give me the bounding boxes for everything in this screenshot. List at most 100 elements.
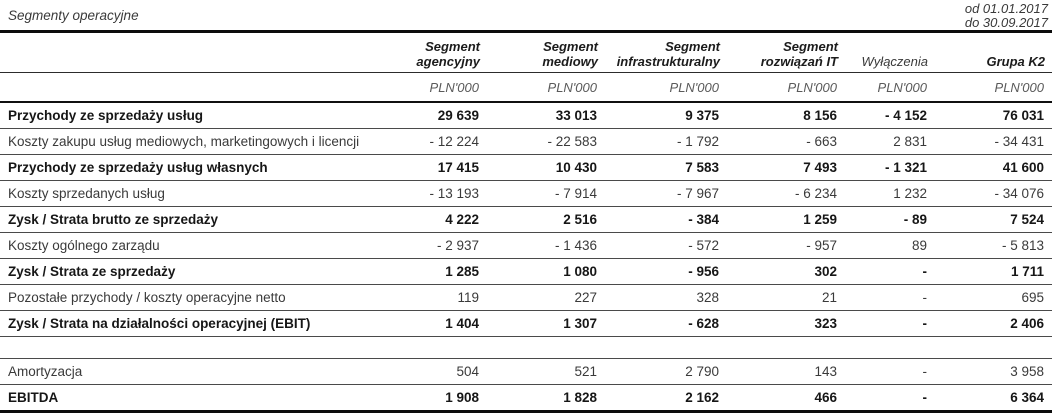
cell-segment-infrastrukturalny: - 1 792 — [605, 128, 727, 155]
cell-segment-rozwiazan-it: - 957 — [727, 232, 845, 259]
cell-grupa-k2: 2 406 — [935, 310, 1052, 337]
segments-header-row: Segment agencyjny Segment mediowy Segmen… — [0, 31, 1052, 73]
unit-cell: PLN'000 — [605, 72, 727, 103]
table-row: Zysk / Strata ze sprzedaży 1 285 1 080 -… — [0, 258, 1052, 285]
table-row: Koszty sprzedanych usług - 13 193 - 7 91… — [0, 180, 1052, 207]
unit-cell: PLN'000 — [845, 72, 935, 103]
table-row: Amortyzacja 504 521 2 790 143 - 3 958 — [0, 358, 1052, 385]
unit-cell: PLN'000 — [727, 72, 845, 103]
cell-segment-mediowy: 1 080 — [487, 258, 605, 285]
unit-cell: PLN'000 — [935, 72, 1052, 103]
cell-wylaczenia: - — [845, 384, 935, 413]
table-row: Przychody ze sprzedaży usług 29 639 33 0… — [0, 102, 1052, 129]
period-to: do 30.09.2017 — [964, 15, 1048, 30]
cell-segment-rozwiazan-it — [727, 336, 845, 359]
cell-segment-rozwiazan-it: 1 259 — [727, 206, 845, 233]
row-label: Koszty zakupu usług mediowych, marketing… — [0, 128, 400, 155]
row-label: Koszty ogólnego zarządu — [0, 232, 400, 259]
cell-segment-agencyjny: 119 — [400, 284, 487, 311]
cell-segment-agencyjny: 1 908 — [400, 384, 487, 413]
cell-segment-mediowy: 1 828 — [487, 384, 605, 413]
row-label: Zysk / Strata brutto ze sprzedaży — [0, 206, 400, 233]
cell-wylaczenia: - — [845, 284, 935, 311]
cell-segment-mediowy: 521 — [487, 358, 605, 385]
cell-wylaczenia: - — [845, 310, 935, 337]
cell-grupa-k2: 3 958 — [935, 358, 1052, 385]
cell-grupa-k2: - 34 431 — [935, 128, 1052, 155]
cell-wylaczenia: 89 — [845, 232, 935, 259]
spacer-row — [0, 336, 1052, 359]
cell-segment-agencyjny: 29 639 — [400, 102, 487, 129]
cell-grupa-k2: 76 031 — [935, 102, 1052, 129]
row-label: EBITDA — [0, 384, 400, 413]
reporting-period: od 01.01.2017 do 30.09.2017 — [965, 0, 1056, 30]
cell-segment-agencyjny: 17 415 — [400, 154, 487, 181]
cell-grupa-k2: - 34 076 — [935, 180, 1052, 207]
table-row: Zysk / Strata na działalności operacyjne… — [0, 310, 1052, 337]
cell-segment-infrastrukturalny: 328 — [605, 284, 727, 311]
cell-segment-infrastrukturalny: - 956 — [605, 258, 727, 285]
cell-segment-rozwiazan-it: 143 — [727, 358, 845, 385]
cell-segment-rozwiazan-it: 302 — [727, 258, 845, 285]
segments-table: Segment agencyjny Segment mediowy Segmen… — [0, 30, 1052, 413]
table-row: Przychody ze sprzedaży usług własnych 17… — [0, 154, 1052, 181]
row-label: Koszty sprzedanych usług — [0, 180, 400, 207]
cell-segment-infrastrukturalny: - 572 — [605, 232, 727, 259]
cell-segment-agencyjny: - 13 193 — [400, 180, 487, 207]
cell-segment-mediowy: 2 516 — [487, 206, 605, 233]
cell-segment-rozwiazan-it: - 6 234 — [727, 180, 845, 207]
cell-segment-mediowy — [487, 336, 605, 359]
cell-segment-infrastrukturalny: - 628 — [605, 310, 727, 337]
table-row: Koszty zakupu usług mediowych, marketing… — [0, 128, 1052, 155]
cell-segment-agencyjny: - 2 937 — [400, 232, 487, 259]
period-from: od 01.01.2017 — [964, 1, 1048, 16]
table-row: Zysk / Strata brutto ze sprzedaży 4 222 … — [0, 206, 1052, 233]
cell-segment-agencyjny — [400, 336, 487, 359]
cell-segment-mediowy: - 1 436 — [487, 232, 605, 259]
cell-grupa-k2: - 5 813 — [935, 232, 1052, 259]
table-row: Pozostałe przychody / koszty operacyjne … — [0, 284, 1052, 311]
cell-segment-infrastrukturalny: 7 583 — [605, 154, 727, 181]
cell-grupa-k2 — [935, 336, 1052, 359]
cell-segment-infrastrukturalny: - 7 967 — [605, 180, 727, 207]
row-label: Zysk / Strata ze sprzedaży — [0, 258, 400, 285]
cell-segment-agencyjny: 504 — [400, 358, 487, 385]
cell-segment-rozwiazan-it: 21 — [727, 284, 845, 311]
cell-wylaczenia: - 89 — [845, 206, 935, 233]
unit-row: PLN'000 PLN'000 PLN'000 PLN'000 PLN'000 … — [0, 72, 1052, 103]
row-label: Przychody ze sprzedaży usług własnych — [0, 154, 400, 181]
row-label: Amortyzacja — [0, 358, 400, 385]
table-row: Koszty ogólnego zarządu - 2 937 - 1 436 … — [0, 232, 1052, 259]
cell-segment-mediowy: - 7 914 — [487, 180, 605, 207]
cell-wylaczenia: - — [845, 358, 935, 385]
cell-segment-infrastrukturalny — [605, 336, 727, 359]
column-header-segment-mediowy: Segment mediowy — [487, 31, 605, 73]
cell-wylaczenia: - — [845, 258, 935, 285]
row-label: Przychody ze sprzedaży usług — [0, 102, 400, 129]
cell-grupa-k2: 41 600 — [935, 154, 1052, 181]
cell-wylaczenia: 1 232 — [845, 180, 935, 207]
cell-segment-infrastrukturalny: - 384 — [605, 206, 727, 233]
table-row: EBITDA 1 908 1 828 2 162 466 - 6 364 — [0, 384, 1052, 413]
cell-wylaczenia: - 1 321 — [845, 154, 935, 181]
column-header-wylaczenia: Wyłączenia — [845, 31, 935, 73]
cell-segment-rozwiazan-it: 323 — [727, 310, 845, 337]
cell-segment-infrastrukturalny: 2 162 — [605, 384, 727, 413]
cell-segment-mediowy: 10 430 — [487, 154, 605, 181]
column-header-segment-rozwiazan-it: Segment rozwiązań IT — [727, 31, 845, 73]
cell-segment-mediowy: 33 013 — [487, 102, 605, 129]
column-header-segment-infrastrukturalny: Segment infrastrukturalny — [605, 31, 727, 73]
cell-grupa-k2: 7 524 — [935, 206, 1052, 233]
table-body: Przychody ze sprzedaży usług 29 639 33 0… — [0, 102, 1052, 413]
column-header-segment-agencyjny: Segment agencyjny — [400, 31, 487, 73]
cell-grupa-k2: 1 711 — [935, 258, 1052, 285]
cell-segment-rozwiazan-it: 7 493 — [727, 154, 845, 181]
cell-segment-agencyjny: 1 404 — [400, 310, 487, 337]
cell-segment-infrastrukturalny: 2 790 — [605, 358, 727, 385]
unit-cell: PLN'000 — [400, 72, 487, 103]
cell-segment-infrastrukturalny: 9 375 — [605, 102, 727, 129]
cell-segment-mediowy: - 22 583 — [487, 128, 605, 155]
cell-segment-agencyjny: - 12 224 — [400, 128, 487, 155]
cell-grupa-k2: 6 364 — [935, 384, 1052, 413]
cell-segment-rozwiazan-it: 466 — [727, 384, 845, 413]
